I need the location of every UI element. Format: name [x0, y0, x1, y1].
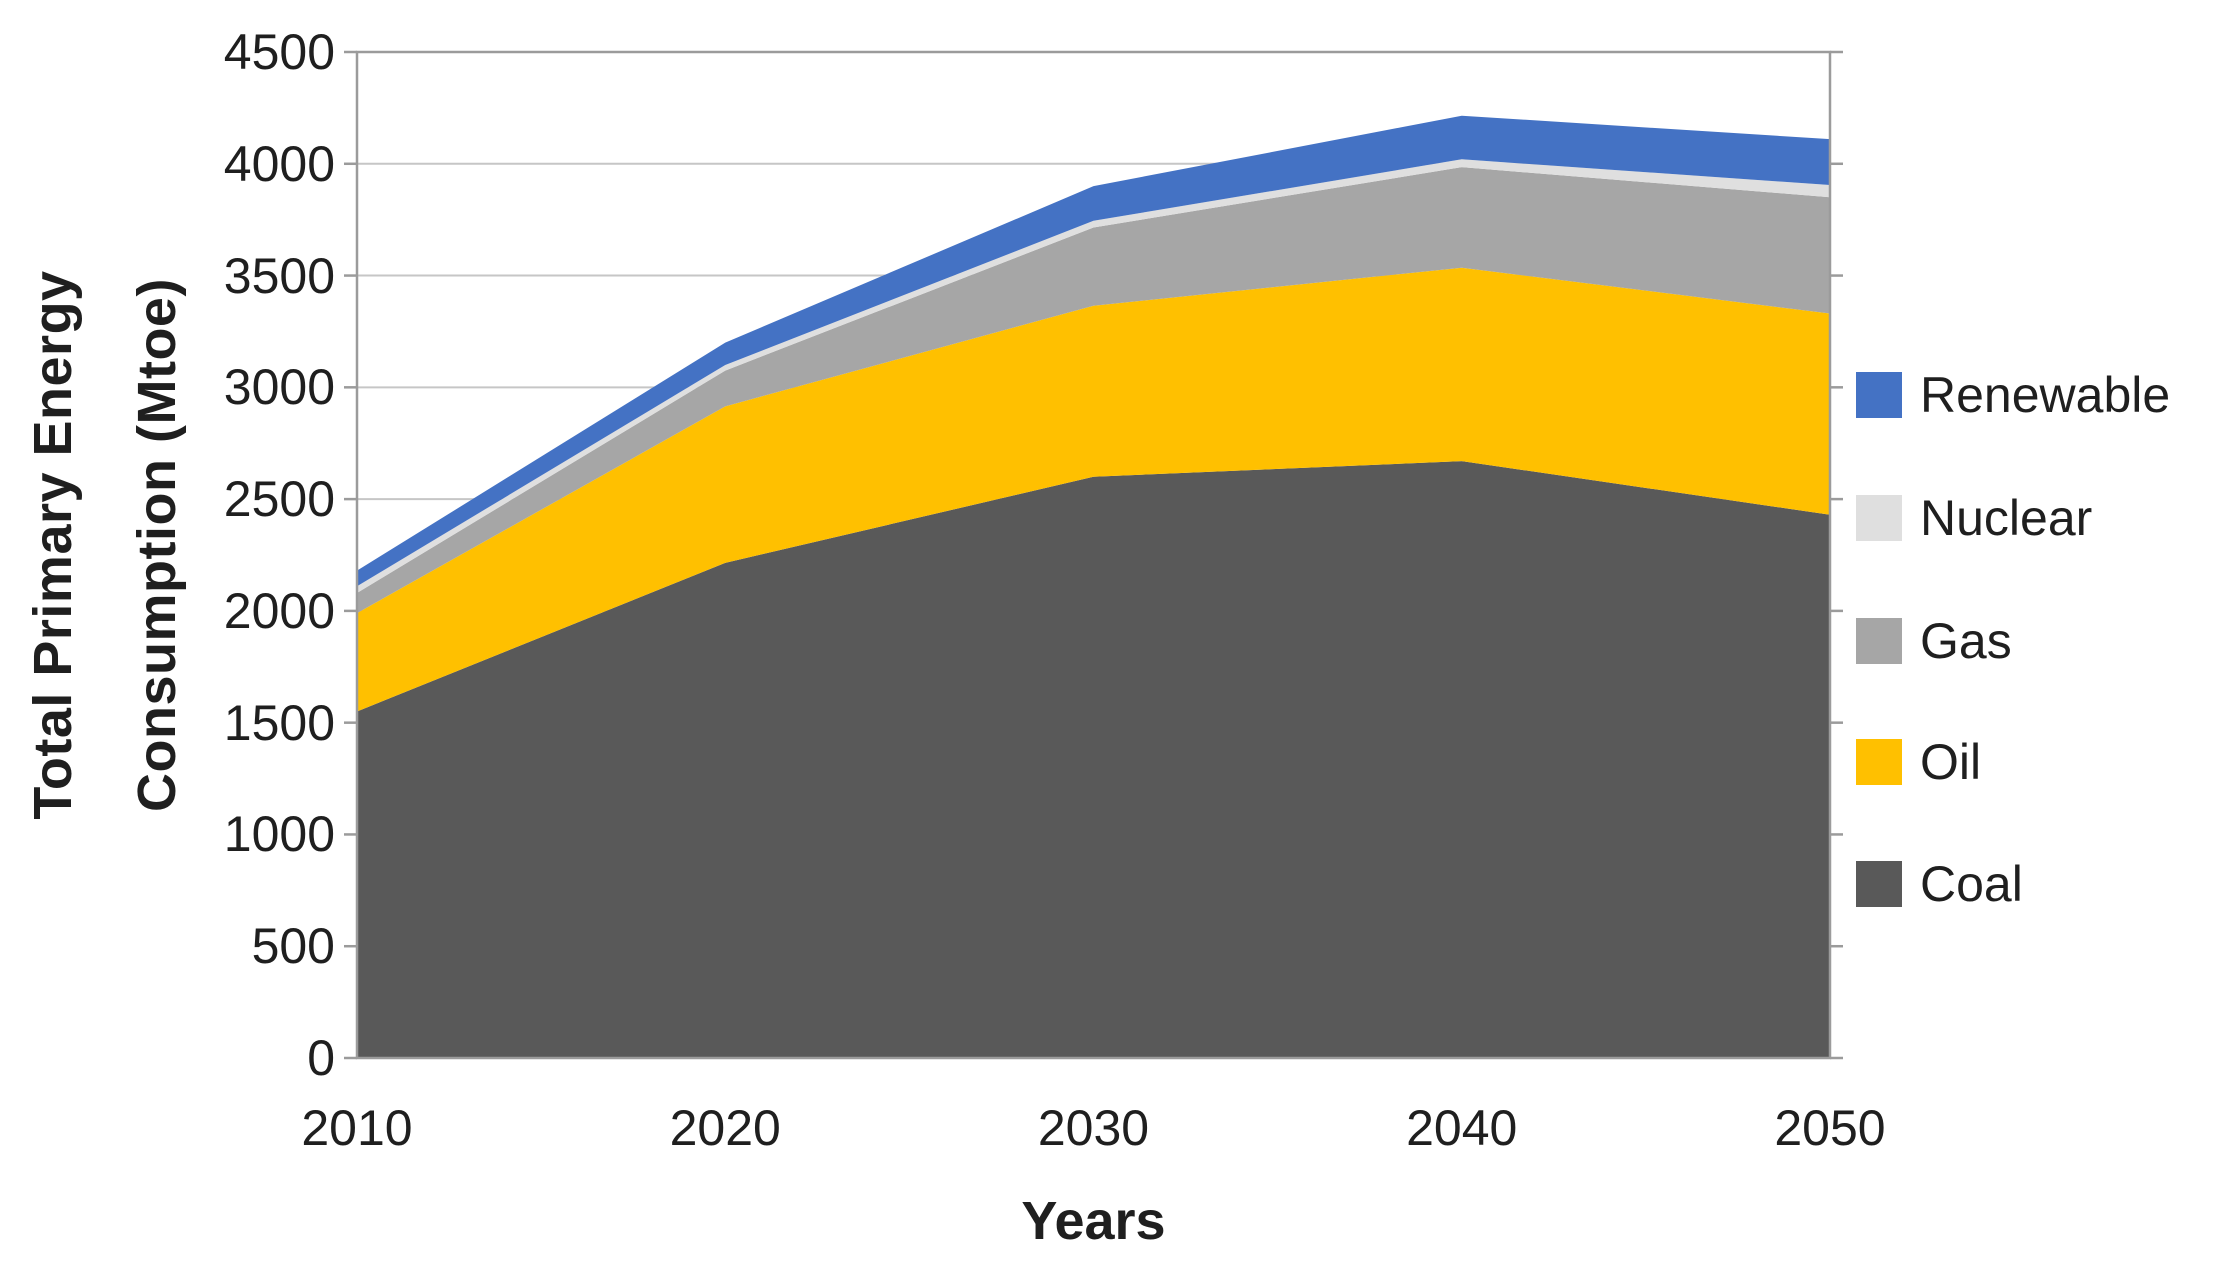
y-tick-label-3500: 3500: [223, 247, 335, 304]
y-tick-label-1500: 1500: [223, 694, 335, 751]
y-tick-label-4000: 4000: [223, 135, 335, 192]
legend-label-nuclear: Nuclear: [1920, 490, 2093, 546]
legend-label-gas: Gas: [1920, 613, 2012, 669]
y-tick-label-4500: 4500: [223, 24, 335, 80]
legend-item-gas: Gas: [1856, 608, 2012, 674]
x-axis-title: Years: [1021, 1191, 1166, 1251]
y-tick-label-3000: 3000: [223, 359, 335, 416]
area-oil: [357, 267, 1830, 712]
legend-item-renewable: Renewable: [1856, 362, 2170, 428]
legend-swatch-gas: [1856, 618, 1902, 664]
y-tick-label-0: 0: [307, 1030, 335, 1086]
plot-area: [344, 50, 1843, 1060]
legend-item-nuclear: Nuclear: [1856, 485, 2092, 551]
legend-swatch-coal: [1856, 861, 1902, 907]
area-renewable: [357, 115, 1830, 587]
y-tick-label-500: 500: [251, 918, 335, 975]
x-tick-label-2010: 2010: [301, 1100, 413, 1156]
x-tick-label-2040: 2040: [1406, 1100, 1518, 1156]
x-tick-label-2020: 2020: [669, 1100, 781, 1156]
legend-swatch-oil: [1856, 739, 1902, 785]
x-tick-label-2050: 2050: [1774, 1100, 1886, 1156]
y-tick-label-2500: 2500: [223, 471, 335, 528]
legend-item-coal: Coal: [1856, 851, 2023, 917]
y-tick-label-1000: 1000: [223, 806, 335, 863]
legend-label-oil: Oil: [1920, 734, 1982, 790]
legend-label-coal: Coal: [1920, 856, 2023, 912]
plot-border: [355, 50, 1832, 1060]
legend-item-oil: Oil: [1856, 729, 1981, 795]
x-tick-label-2030: 2030: [1037, 1100, 1150, 1156]
y-tick-label-2000: 2000: [223, 582, 335, 639]
legend-swatch-renewable: [1856, 372, 1902, 418]
y-axis-title-line1: Total Primary Energy: [23, 270, 83, 820]
legend-label-renewable: Renewable: [1920, 367, 2171, 423]
area-gas: [357, 167, 1830, 614]
legend-swatch-nuclear: [1856, 495, 1902, 541]
area-coal: [357, 461, 1830, 1058]
